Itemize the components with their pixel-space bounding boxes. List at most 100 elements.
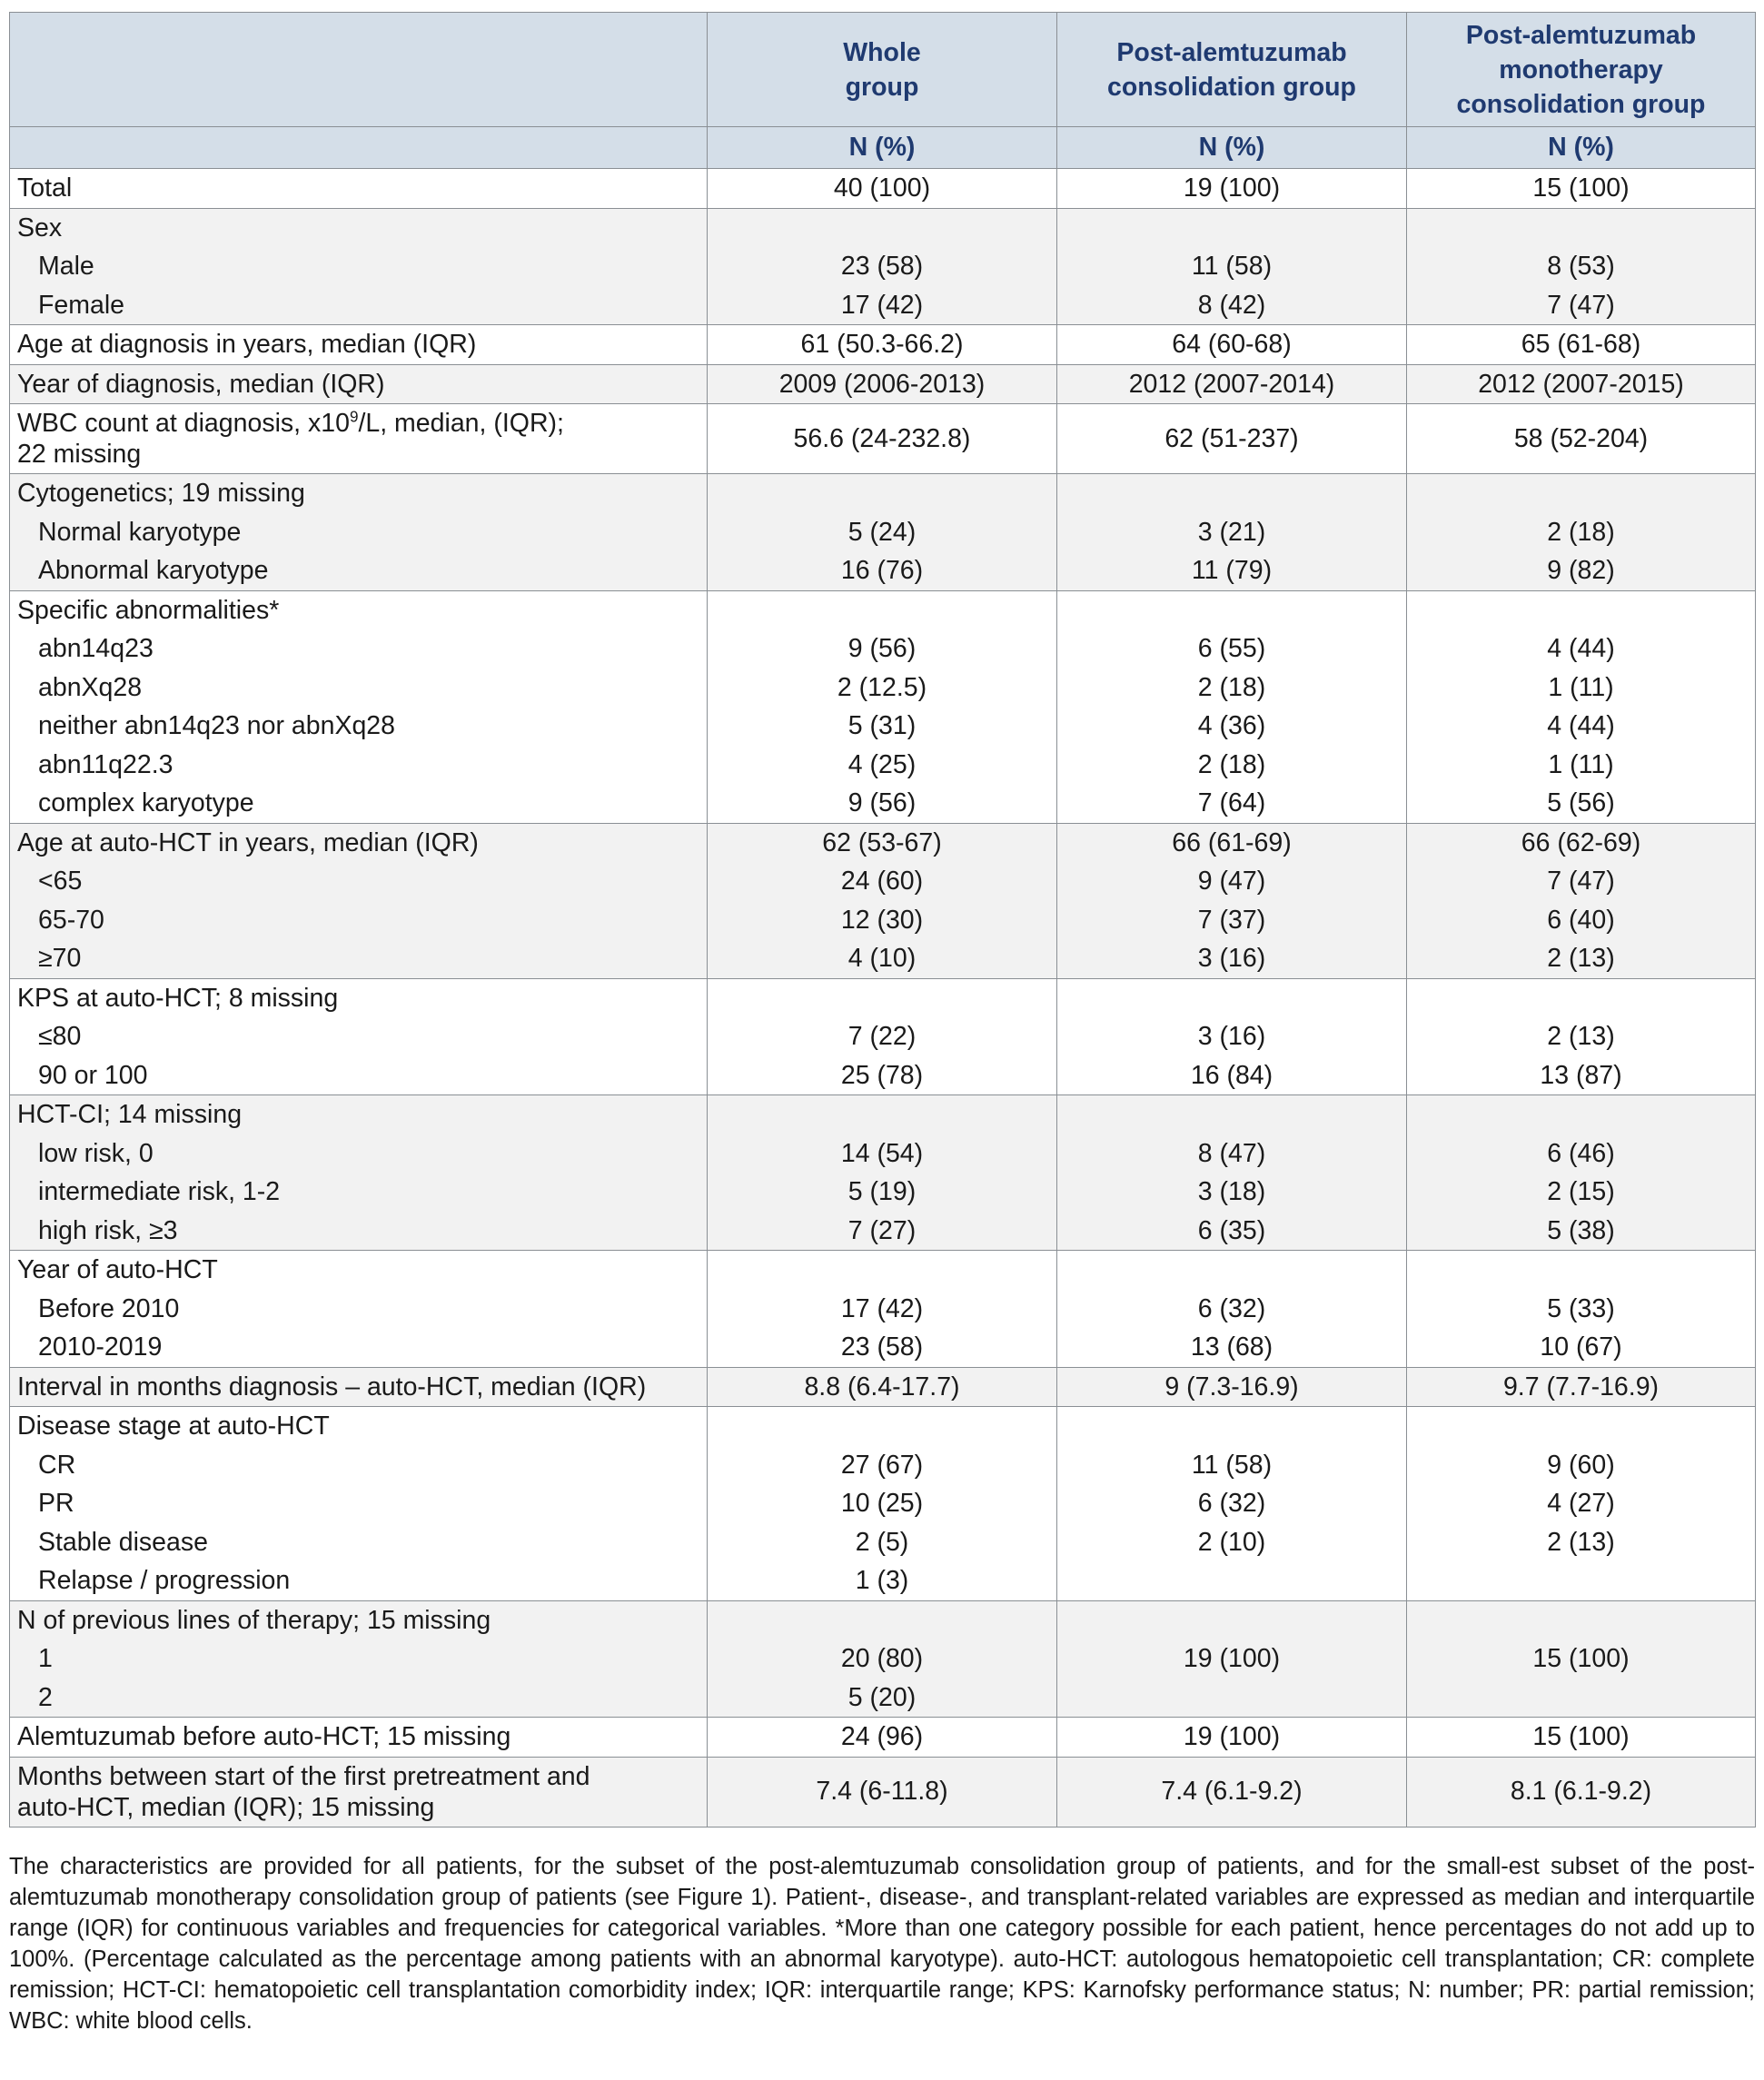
value-text bbox=[1065, 1407, 1399, 1446]
value-text: 15 (100) bbox=[1532, 1644, 1630, 1673]
value-text: 5 (31) bbox=[847, 711, 917, 740]
value-text bbox=[1414, 474, 1748, 513]
value-text: 7 (37) bbox=[1197, 905, 1266, 935]
row-sublabel: Normal karyotype bbox=[38, 517, 242, 547]
table-row: KPS at auto-HCT; 8 missing ≤80 90 or 100 7 … bbox=[9, 977, 1756, 1095]
value-text: 11 (79) bbox=[1191, 556, 1273, 585]
table-row: WBC count at diagnosis, x109/L, median, … bbox=[9, 403, 1756, 474]
value-text: 4 (44) bbox=[1547, 711, 1615, 740]
value-cell: 24 (96) bbox=[707, 1717, 1057, 1758]
value-cell: 15 (100) bbox=[1406, 1600, 1756, 1718]
value-text: 5 (56) bbox=[1547, 788, 1615, 817]
row-label-cell: Year of auto-HCT Before 2010 2010-2019 bbox=[9, 1250, 708, 1368]
value-cell: 62 (53-67) 24 (60) 12 (30) 4 (10) bbox=[707, 822, 1057, 979]
value-cell: 27 (67) 10 (25) 2 (5) 1 (3) bbox=[707, 1406, 1057, 1601]
value-cell: 8.1 (6.1-9.2) bbox=[1406, 1756, 1756, 1827]
value-text: 14 (54) bbox=[840, 1138, 924, 1168]
value-text: 10 (25) bbox=[840, 1489, 924, 1518]
value-cell: 2 (13) 13 (87) bbox=[1406, 977, 1756, 1095]
subheader-n-percent: N (%) bbox=[1056, 126, 1407, 169]
value-cell: 17 (42) 23 (58) bbox=[707, 1250, 1057, 1368]
value-text bbox=[1065, 1095, 1399, 1134]
row-label-cell: Cytogenetics; 19 missing Normal karyotype… bbox=[9, 473, 708, 591]
row-label: Age at diagnosis in years, median (IQR) bbox=[17, 330, 477, 359]
value-text: 6 (32) bbox=[1197, 1293, 1266, 1323]
value-cell: 5 (33) 10 (67) bbox=[1406, 1250, 1756, 1368]
row-label: N of previous lines of therapy; 15 missi… bbox=[17, 1605, 491, 1635]
value-text: 11 (58) bbox=[1191, 1450, 1273, 1480]
row-label: Sex bbox=[17, 213, 63, 243]
value-text: 4 (36) bbox=[1197, 711, 1266, 740]
row-sublabel: Before 2010 bbox=[38, 1293, 180, 1323]
row-label-cell: WBC count at diagnosis, x109/L, median, … bbox=[9, 403, 708, 474]
value-text: 4 (44) bbox=[1547, 634, 1615, 663]
value-text bbox=[1414, 1679, 1748, 1718]
value-text: 23 (58) bbox=[840, 1332, 924, 1362]
table-row: Specific abnormalities* abn14q23 abnXq28 ne… bbox=[9, 589, 1756, 824]
value-text: 66 (61-69) bbox=[1172, 827, 1292, 857]
row-label: Months between start of the first pretre… bbox=[17, 1761, 590, 1791]
row-sublabel: neither abn14q23 nor abnXq28 bbox=[38, 711, 396, 740]
value-cell: 40 (100) bbox=[707, 168, 1057, 209]
value-text: 8 (53) bbox=[1547, 252, 1615, 281]
value-text: 6 (46) bbox=[1547, 1138, 1615, 1168]
value-text: 3 (21) bbox=[1197, 517, 1266, 547]
value-text: 2 (13) bbox=[1547, 1022, 1615, 1051]
value-text bbox=[1065, 1601, 1399, 1640]
value-cell: 65 (61-68) bbox=[1406, 324, 1756, 365]
value-text: 4 (25) bbox=[847, 749, 917, 779]
row-sublabel: Relapse / progression bbox=[38, 1566, 291, 1595]
value-cell: 9.7 (7.7-16.9) bbox=[1406, 1366, 1756, 1407]
value-text: 17 (42) bbox=[840, 1293, 924, 1323]
value-text: 19 (100) bbox=[1183, 1644, 1281, 1673]
value-text bbox=[1414, 209, 1748, 248]
value-text bbox=[1065, 1251, 1399, 1290]
row-sublabel: Abnormal karyotype bbox=[38, 556, 269, 585]
row-label-line2: 22 missing bbox=[17, 440, 142, 469]
header-title: Post-alemtuzumab consolidation group bbox=[1107, 37, 1356, 102]
row-label-line2: auto-HCT, median (IQR); 15 missing bbox=[17, 1792, 435, 1822]
row-label: Age at auto-HCT in years, median (IQR) bbox=[17, 827, 479, 857]
value-text: 7 (22) bbox=[847, 1022, 917, 1051]
row-sublabel: intermediate risk, 1-2 bbox=[38, 1177, 281, 1206]
table-row: HCT-CI; 14 missing low risk, 0 intermediat… bbox=[9, 1094, 1756, 1251]
label-superscript: 9 bbox=[349, 408, 359, 426]
value-text: 66 (62-69) bbox=[1521, 827, 1641, 857]
value-text: 4 (27) bbox=[1547, 1489, 1615, 1518]
row-sublabel: 65-70 bbox=[38, 905, 104, 935]
value-text: 20 (80) bbox=[840, 1644, 924, 1673]
value-cell: 11 (58) 8 (42) bbox=[1056, 207, 1407, 325]
value-text: 1 (11) bbox=[1548, 749, 1614, 779]
value-text: 9 (82) bbox=[1547, 556, 1615, 585]
value-text bbox=[1414, 1561, 1748, 1600]
row-sublabel: CR bbox=[38, 1450, 76, 1480]
value-text: 3 (16) bbox=[1197, 944, 1266, 973]
value-text: 25 (78) bbox=[840, 1060, 924, 1090]
value-text: 27 (67) bbox=[840, 1450, 924, 1480]
value-text: 8 (47) bbox=[1197, 1138, 1266, 1168]
value-cell: 15 (100) bbox=[1406, 1717, 1756, 1758]
row-label-cell: Age at auto-HCT in years, median (IQR) <6… bbox=[9, 822, 708, 979]
value-text: 7 (47) bbox=[1547, 290, 1615, 320]
row-label-cell: HCT-CI; 14 missing low risk, 0 intermediat… bbox=[9, 1094, 708, 1251]
value-text: 6 (32) bbox=[1197, 1489, 1266, 1518]
value-text: 4 (10) bbox=[847, 944, 917, 973]
table-row: Cytogenetics; 19 missing Normal karyotype… bbox=[9, 473, 1756, 591]
value-text bbox=[1065, 209, 1399, 248]
header-title: Post-alemtuzumab monotherapy consolidati… bbox=[1456, 20, 1706, 119]
value-cell: 58 (52-204) bbox=[1406, 403, 1756, 474]
value-text bbox=[1065, 1561, 1399, 1600]
header-monotherapy-group: Post-alemtuzumab monotherapy consolidati… bbox=[1406, 12, 1756, 127]
subheader-n-percent: N (%) bbox=[707, 126, 1057, 169]
value-cell: 56.6 (24-232.8) bbox=[707, 403, 1057, 474]
value-text bbox=[1065, 979, 1399, 1018]
subheader-n-percent: N (%) bbox=[1406, 126, 1756, 169]
value-cell: 11 (58) 6 (32) 2 (10) bbox=[1056, 1406, 1407, 1601]
value-text: 6 (35) bbox=[1197, 1215, 1266, 1245]
row-label-cell: Total bbox=[9, 168, 708, 209]
value-cell: 62 (51-237) bbox=[1056, 403, 1407, 474]
table-wrapper: Whole group Post-alemtuzumab consolidati… bbox=[9, 12, 1756, 1827]
value-cell: 64 (60-68) bbox=[1056, 324, 1407, 365]
table-row: Interval in months diagnosis – auto-HCT,… bbox=[9, 1366, 1756, 1407]
value-cell: 4 (44) 1 (11) 4 (44) 1 (11) 5 (56) bbox=[1406, 589, 1756, 824]
